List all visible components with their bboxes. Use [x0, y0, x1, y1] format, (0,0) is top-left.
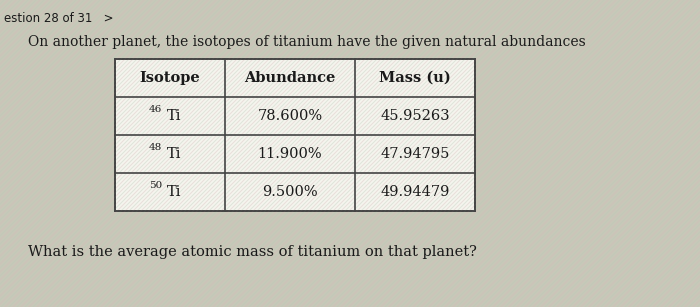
- Text: 47.94795: 47.94795: [380, 147, 449, 161]
- Text: Ti: Ti: [167, 109, 181, 123]
- Text: 46: 46: [148, 104, 162, 114]
- Text: 78.600%: 78.600%: [258, 109, 323, 123]
- Text: 50: 50: [148, 181, 162, 189]
- Text: What is the average atomic mass of titanium on that planet?: What is the average atomic mass of titan…: [28, 245, 477, 259]
- Text: On another planet, the isotopes of titanium have the given natural abundances: On another planet, the isotopes of titan…: [28, 35, 586, 49]
- Text: Mass (u): Mass (u): [379, 71, 451, 85]
- Text: 11.900%: 11.900%: [258, 147, 322, 161]
- Text: Ti: Ti: [167, 185, 181, 199]
- Text: estion 28 of 31   >: estion 28 of 31 >: [4, 12, 113, 25]
- Text: Ti: Ti: [167, 147, 181, 161]
- Text: Isotope: Isotope: [139, 71, 200, 85]
- Bar: [20, 12, 685, 287]
- Text: Abundance: Abundance: [244, 71, 336, 85]
- Bar: [115, 59, 475, 211]
- Text: 45.95263: 45.95263: [380, 109, 450, 123]
- Text: 49.94479: 49.94479: [380, 185, 449, 199]
- Text: 9.500%: 9.500%: [262, 185, 318, 199]
- Text: 48: 48: [148, 142, 162, 151]
